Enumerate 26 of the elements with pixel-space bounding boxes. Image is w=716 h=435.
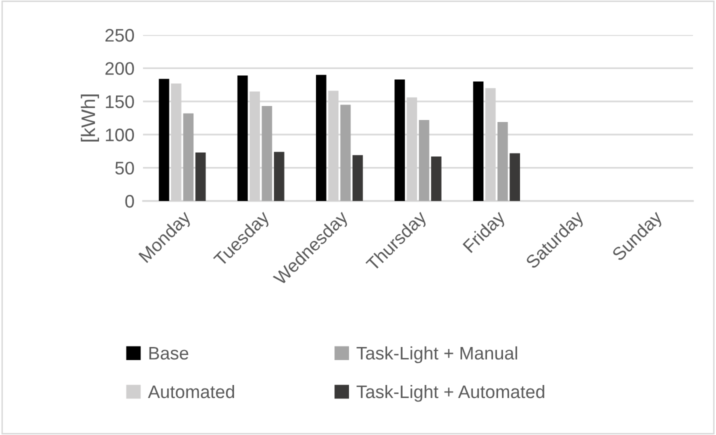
legend-label: Automated (148, 384, 234, 398)
bar (158, 78, 170, 201)
bar (497, 122, 508, 201)
y-tick-label: 250 (105, 28, 134, 42)
y-tick-label: 150 (106, 95, 134, 108)
legend-label: Task-Light + Automated (356, 384, 544, 402)
bar (510, 153, 520, 201)
legend-label: Base (149, 347, 188, 360)
y-tick-label: 50 (115, 162, 134, 175)
bar (262, 106, 272, 201)
bar (274, 152, 284, 201)
bar (316, 74, 326, 201)
bar (394, 79, 405, 201)
bar (352, 155, 363, 201)
y-axis-title: [kWh] (80, 94, 99, 142)
bar (340, 104, 351, 201)
bar (237, 76, 248, 201)
bar (473, 81, 484, 201)
y-tick-label: 100 (106, 128, 134, 142)
y-tick-label: 200 (105, 62, 134, 75)
legend-label: Task-Light + Manual (356, 346, 518, 364)
bar (431, 156, 442, 201)
bar (183, 113, 194, 201)
y-tick-label: 0 (125, 194, 134, 208)
bar (195, 152, 206, 201)
bar (418, 120, 430, 201)
